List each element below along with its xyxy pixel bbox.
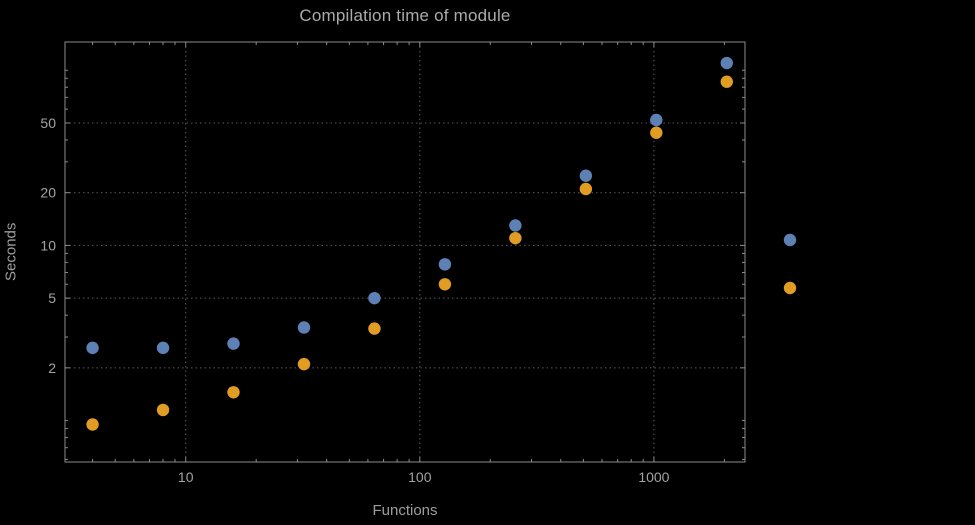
data-point-orange (720, 75, 733, 88)
chart-title: Compilation time of module (299, 6, 511, 25)
data-point-orange (227, 386, 240, 399)
data-point-blue (156, 341, 170, 355)
data-point-orange (438, 278, 452, 291)
data-point-orange (368, 322, 381, 335)
data-point-orange (579, 182, 593, 196)
data-point-blue (650, 113, 663, 127)
data-point-orange (156, 403, 170, 417)
data-point-orange (509, 231, 522, 245)
data-point-blue (297, 321, 311, 334)
legend-marker-orange (783, 281, 797, 295)
x-axis-label: Functions (372, 502, 438, 519)
data-point-blue (86, 341, 99, 355)
data-point-blue (368, 291, 381, 305)
data-point-blue (720, 56, 733, 70)
x-tick-label: 1000 (638, 469, 669, 485)
data-point-blue (509, 219, 522, 232)
y-tick-label: 20 (40, 185, 56, 201)
data-point-blue (579, 169, 593, 182)
data-point-orange (297, 357, 311, 371)
data-point-blue (438, 258, 452, 271)
data-point-orange (86, 418, 99, 431)
y-tick-label: 50 (40, 115, 56, 131)
y-tick-label: 2 (48, 360, 56, 376)
data-point-blue (227, 337, 240, 350)
plot-frame (64, 41, 746, 463)
x-tick-label: 100 (408, 469, 432, 485)
y-tick-label: 10 (40, 237, 56, 253)
legend-marker-blue (783, 233, 797, 247)
data-point-orange (650, 126, 663, 139)
y-tick-label: 5 (48, 290, 56, 306)
x-tick-label: 10 (178, 469, 194, 485)
